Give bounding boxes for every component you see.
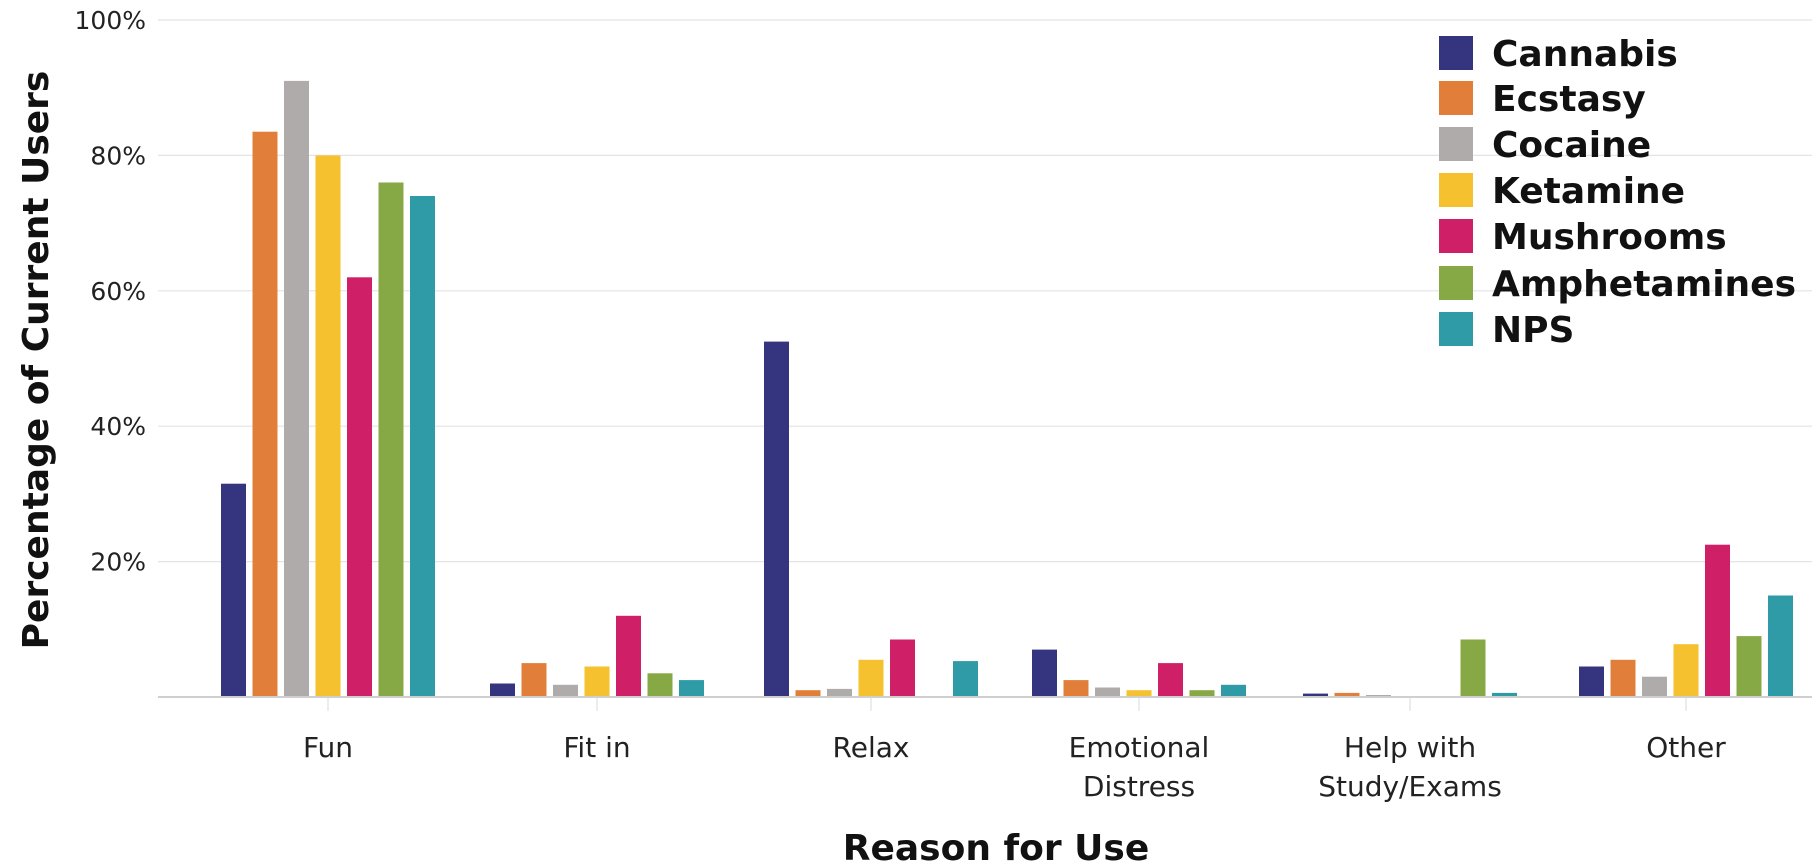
bar-mushrooms bbox=[890, 639, 915, 697]
y-axis-title: Percentage of Current Users bbox=[16, 71, 57, 650]
y-tick-label: 80% bbox=[90, 141, 146, 170]
bar-ketamine bbox=[1126, 690, 1152, 697]
bar-cannabis bbox=[490, 683, 515, 697]
bar-nps bbox=[1492, 692, 1517, 697]
bar-amphetamines bbox=[378, 182, 404, 697]
legend-label-ketamine: Ketamine bbox=[1492, 171, 1685, 212]
x-tick-label: Other bbox=[1646, 731, 1726, 764]
legend-swatch-cocaine bbox=[1439, 127, 1473, 161]
legend-swatch-amphetamines bbox=[1439, 266, 1473, 300]
x-tick-label: Help with Study/Exams bbox=[1318, 731, 1502, 803]
bar-ecstasy bbox=[521, 663, 547, 697]
legend-label-mushrooms: Mushrooms bbox=[1492, 217, 1727, 258]
bar-nps bbox=[953, 661, 978, 697]
legend-label-cocaine: Cocaine bbox=[1492, 125, 1651, 166]
bar-cocaine bbox=[1095, 687, 1120, 697]
legend-label-nps: NPS bbox=[1492, 310, 1574, 351]
bar-ecstasy bbox=[1610, 659, 1636, 697]
bar-ecstasy bbox=[252, 131, 278, 697]
legend-label-ecstasy: Ecstasy bbox=[1492, 79, 1646, 120]
bar-cannabis bbox=[221, 483, 246, 697]
bar-cannabis bbox=[1579, 666, 1604, 697]
y-tick-label: 60% bbox=[90, 277, 146, 306]
bar-ketamine bbox=[584, 666, 610, 697]
bar-cannabis bbox=[1032, 649, 1057, 697]
bar-cocaine bbox=[284, 80, 309, 697]
bar-cannabis bbox=[1303, 693, 1328, 697]
legend-swatch-mushrooms bbox=[1439, 219, 1473, 253]
bar-ecstasy bbox=[1334, 692, 1360, 697]
x-tick-label: Relax bbox=[833, 731, 910, 764]
bar-cocaine bbox=[827, 688, 852, 697]
bar-amphetamines bbox=[1189, 690, 1215, 697]
legend-swatch-ecstasy bbox=[1439, 81, 1473, 115]
x-tick-label: Fit in bbox=[563, 731, 630, 764]
bar-amphetamines bbox=[1460, 639, 1486, 697]
legend-label-cannabis: Cannabis bbox=[1492, 34, 1678, 75]
y-tick-label: 40% bbox=[90, 412, 146, 441]
bar-ketamine bbox=[858, 659, 884, 697]
legend-swatch-ketamine bbox=[1439, 173, 1473, 207]
bar-amphetamines bbox=[1736, 636, 1762, 697]
axes: 20% 40% 60% 80% 100% Fun Fit in Relax Emotional D… bbox=[75, 6, 1812, 803]
bar-mushrooms bbox=[616, 615, 641, 697]
bar-nps bbox=[1221, 684, 1246, 697]
x-tick-label: Emotional Distress bbox=[1069, 731, 1210, 803]
bar-ecstasy bbox=[795, 690, 821, 697]
legend-label-amphetamines: Amphetamines bbox=[1492, 264, 1796, 305]
bar-nps bbox=[410, 196, 435, 697]
bar-ketamine bbox=[1673, 644, 1699, 697]
bar-ketamine bbox=[315, 155, 341, 697]
y-tick-label: 100% bbox=[75, 6, 146, 35]
y-tick-label: 20% bbox=[90, 548, 146, 577]
bar-nps bbox=[1768, 595, 1793, 697]
bar-nps bbox=[679, 680, 704, 697]
legend-swatch-cannabis bbox=[1439, 36, 1473, 70]
bar-mushrooms bbox=[1705, 544, 1730, 697]
legend-swatch-nps bbox=[1439, 312, 1473, 346]
x-axis-title: Reason for Use bbox=[843, 828, 1150, 864]
bar-ecstasy bbox=[1063, 680, 1089, 697]
bar-cocaine bbox=[1642, 676, 1667, 697]
bar-amphetamines bbox=[647, 673, 673, 697]
bar-cocaine bbox=[553, 684, 578, 697]
bars bbox=[221, 80, 1793, 697]
bar-mushrooms bbox=[347, 277, 372, 697]
bar-mushrooms bbox=[1158, 663, 1183, 697]
bar-cannabis bbox=[764, 341, 789, 697]
x-tick-label: Fun bbox=[303, 731, 353, 764]
